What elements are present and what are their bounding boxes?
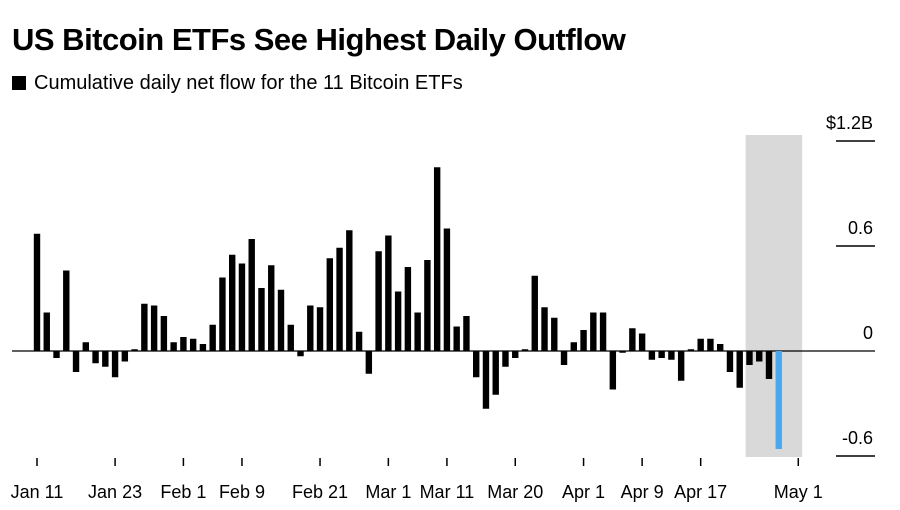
legend: Cumulative daily net flow for the 11 Bit… [12, 72, 463, 94]
bar [531, 275, 538, 351]
bar [365, 351, 373, 374]
bar [72, 351, 80, 372]
bar [599, 312, 607, 351]
x-tick-label: Feb 1 [160, 482, 206, 502]
bar [492, 351, 499, 395]
bar [92, 351, 99, 364]
bar [287, 324, 294, 351]
bar [238, 263, 246, 351]
x-tick-label: Apr 1 [562, 482, 605, 502]
bar [424, 260, 431, 351]
bar [482, 351, 490, 409]
bar [33, 233, 41, 351]
bar [43, 312, 50, 351]
x-tick-label: Jan 23 [88, 482, 142, 502]
bar [160, 316, 168, 351]
bar [102, 351, 109, 367]
bar [199, 344, 207, 351]
bar [638, 333, 646, 351]
bar [316, 307, 324, 351]
bar [433, 167, 441, 351]
bar [346, 230, 353, 351]
bar [385, 235, 392, 351]
bar [560, 351, 568, 365]
bar [131, 349, 138, 351]
bar [307, 305, 314, 351]
bar [150, 305, 158, 351]
bar [687, 349, 695, 351]
bar [414, 312, 421, 351]
x-tick-label: Mar 20 [487, 482, 543, 502]
bar [473, 351, 480, 378]
bar [658, 351, 665, 358]
x-tick-label: Apr 17 [674, 482, 727, 502]
bar [717, 344, 724, 351]
bar [121, 351, 129, 362]
bar [277, 289, 285, 351]
bar [180, 337, 187, 351]
bar [629, 328, 636, 351]
bar [248, 239, 255, 351]
bar [355, 331, 363, 351]
bar [756, 351, 763, 362]
bar [53, 351, 60, 358]
x-tick-label: Jan 11 [11, 482, 64, 502]
bar [521, 349, 529, 351]
x-tick-label: Feb 21 [292, 482, 348, 502]
bar [258, 288, 265, 351]
bar [404, 267, 412, 351]
bar [394, 291, 402, 351]
bar [209, 324, 216, 351]
bar [268, 265, 275, 351]
legend-label: Cumulative daily net flow for the 11 Bit… [34, 71, 463, 94]
x-tick-label: Mar 1 [365, 482, 411, 502]
bar [189, 338, 197, 351]
bar [580, 330, 587, 351]
bar [726, 351, 734, 372]
bar [141, 303, 148, 351]
bar [765, 351, 773, 379]
bar [502, 351, 509, 367]
bar [707, 338, 714, 351]
bar [170, 342, 177, 351]
bar [63, 270, 70, 351]
bar [443, 228, 451, 351]
bar [677, 351, 685, 381]
bar [219, 277, 226, 351]
y-tick-label: 0.6 [848, 218, 873, 238]
bar [697, 338, 704, 351]
bar [609, 351, 617, 390]
bar [326, 258, 333, 351]
bar [111, 351, 119, 378]
bar [453, 326, 460, 351]
bar [619, 351, 626, 353]
y-tick-label: 0 [863, 323, 873, 343]
bar [746, 351, 753, 365]
bar [82, 342, 89, 351]
bar [590, 312, 597, 351]
bar [375, 251, 382, 351]
bar [668, 351, 675, 360]
x-tick-label: Feb 9 [219, 482, 265, 502]
x-tick-label: May 1 [774, 482, 823, 502]
x-tick-label: Mar 11 [420, 482, 475, 502]
bar [775, 351, 782, 449]
y-tick-label: -0.6 [842, 428, 873, 448]
bar [570, 342, 577, 351]
bar [229, 254, 236, 351]
chart-title: US Bitcoin ETFs See Highest Daily Outflo… [12, 22, 626, 57]
bar [297, 351, 304, 357]
bar [648, 351, 656, 360]
x-tick-label: Apr 9 [621, 482, 664, 502]
highlight-band [745, 135, 803, 457]
bar [551, 317, 558, 351]
legend-swatch [12, 76, 26, 90]
bar [736, 351, 743, 388]
y-tick-label: $1.2B [826, 113, 873, 133]
bar [512, 351, 519, 358]
bar [541, 307, 548, 351]
bar [336, 247, 343, 351]
bar [463, 316, 470, 351]
